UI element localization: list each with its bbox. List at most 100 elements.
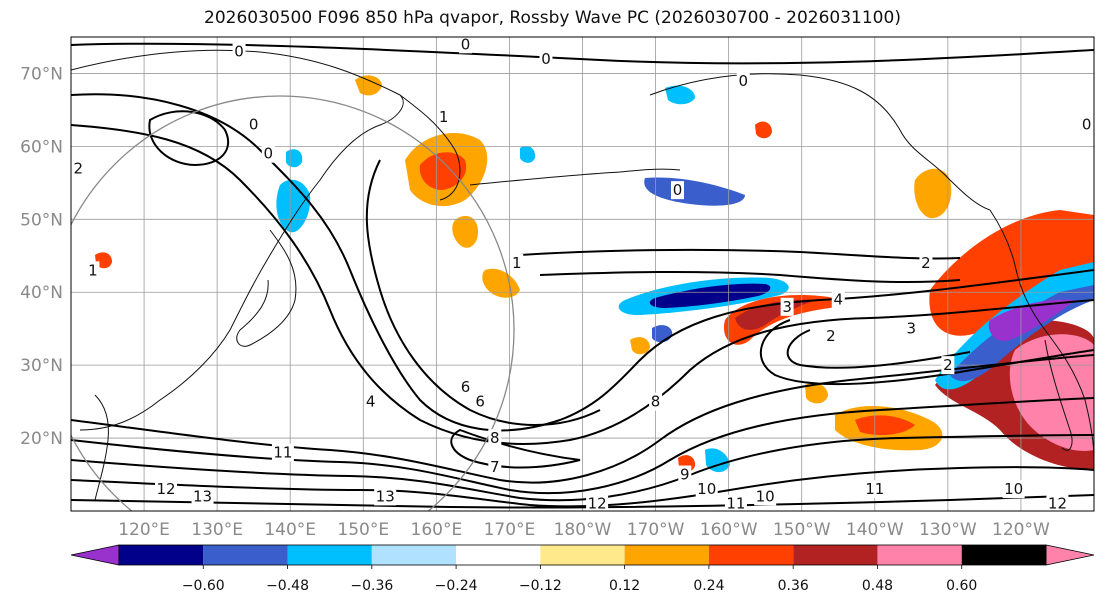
latitude-tick-label: 20°N xyxy=(20,429,63,449)
shading-negative-sm3 xyxy=(665,85,695,105)
longitude-tick-label: 170°E xyxy=(484,520,536,540)
colorbar-segment xyxy=(961,545,1046,565)
contour-label-bg xyxy=(754,487,777,506)
contour-label-bg xyxy=(539,49,553,68)
shading-negative-sm7 xyxy=(520,146,536,163)
contour-label-bg xyxy=(459,37,473,54)
colorbar-tick-label: −0.24 xyxy=(435,578,478,594)
contour-label-bg xyxy=(261,144,275,163)
contour-label: 12 xyxy=(1048,495,1067,513)
colorbar-segment xyxy=(203,545,288,565)
contour-label-bg xyxy=(831,290,845,309)
shading-positive-subtrop2 xyxy=(855,415,915,436)
longitude-tick-label: 120°W xyxy=(992,520,1050,540)
contour-label: 11 xyxy=(726,495,745,513)
colorbar-segment xyxy=(708,545,794,565)
shading-negative-sm1 xyxy=(644,177,745,206)
contour-label: 1 xyxy=(439,108,449,126)
longitude-tick-label: 170°W xyxy=(627,520,685,540)
contour-line xyxy=(519,248,961,260)
contour-label-bg xyxy=(670,181,684,200)
colorbar-segment xyxy=(877,545,962,565)
latitude-labels: 20°N 30°N 40°N 50°N 60°N 70°N xyxy=(20,64,63,449)
coastline-namerica xyxy=(989,209,1094,461)
colorbar-segment xyxy=(371,545,457,565)
contour-label-bg xyxy=(232,42,246,61)
shading-positive-sm3 xyxy=(355,75,382,96)
contour-label: 8 xyxy=(490,429,500,447)
contour-label: 0 xyxy=(249,116,259,134)
shaded-anomaly-fields xyxy=(95,75,1094,473)
contour-label-bg xyxy=(247,115,261,134)
contour-line xyxy=(759,319,1094,386)
latitude-tick-label: 50°N xyxy=(20,210,63,230)
contour-label: 4 xyxy=(366,393,376,411)
contour-label-bg xyxy=(364,392,378,411)
coastline-baja xyxy=(1044,339,1073,451)
contour-label: 0 xyxy=(541,50,551,68)
contour-label: 6 xyxy=(475,393,485,411)
coastline-philippines xyxy=(94,394,109,501)
colorbar-segment xyxy=(287,545,372,565)
colorbar-tick-label: −0.48 xyxy=(266,578,309,594)
map-title: 2026030500 F096 850 hPa qvapor, Rossby W… xyxy=(204,8,901,28)
colorbar-tick-label: −0.60 xyxy=(182,578,225,594)
colorbar-tick-label: 0.24 xyxy=(693,578,724,594)
contour-label: 3 xyxy=(907,320,917,338)
contour-label-bg xyxy=(191,487,214,506)
longitude-tick-label: 180°W xyxy=(554,520,612,540)
longitude-tick-label: 120°E xyxy=(118,520,170,540)
colorbar-tick-labels: −0.60 −0.48 −0.36 −0.24 −0.12 0.12 0.24 0.36 0.4… xyxy=(182,565,977,594)
contour-label: 9 xyxy=(680,466,690,484)
latitude-tick-label: 60°N xyxy=(20,137,63,157)
contour-label-bg xyxy=(586,494,609,511)
map-frame xyxy=(70,36,1095,512)
colorbar-tick-label: 0.36 xyxy=(778,578,809,594)
longitude-labels: 120°E 130°E 140°E 150°E 160°E 170°E 180°W 170°W… xyxy=(118,520,1050,540)
colorbar xyxy=(70,544,1095,566)
contour-label: 10 xyxy=(1004,480,1023,498)
colorbar-segment xyxy=(624,545,709,565)
shading-positive-sm7 xyxy=(805,383,828,404)
shading-negative-ca-purple xyxy=(988,299,1075,341)
map-gridlines xyxy=(71,37,1094,511)
latitude-tick-label: 70°N xyxy=(20,64,63,84)
contour-label: 2 xyxy=(943,356,953,374)
contour-line xyxy=(450,428,581,469)
contour-label: 3 xyxy=(782,298,792,316)
colorbar-segment xyxy=(540,545,625,565)
latitude-tick-label: 30°N xyxy=(20,356,63,376)
colorbar-segment xyxy=(793,545,878,565)
contour-label-bg xyxy=(678,465,692,484)
coastlines xyxy=(71,49,1094,501)
contour-line xyxy=(71,494,1094,509)
contour-label-bg xyxy=(649,392,663,411)
contour-label-bg xyxy=(941,356,955,375)
coastline-alaska xyxy=(649,73,991,211)
latitude-tick-label: 40°N xyxy=(20,283,63,303)
contour-label: 0 xyxy=(264,145,274,163)
shading-positive-nw xyxy=(914,168,952,219)
contour-label-bg xyxy=(374,487,397,506)
colorbar-tick-label: −0.12 xyxy=(519,578,562,594)
contour-line xyxy=(148,110,230,167)
longitude-tick-label: 160°E xyxy=(411,520,463,540)
contour-label: 4 xyxy=(833,291,843,309)
contour-label-bg xyxy=(695,480,718,499)
colorbar-extend-low xyxy=(70,544,120,566)
contour-label: 2 xyxy=(921,254,931,272)
contour-label-bg xyxy=(1080,115,1094,134)
colorbar-segment xyxy=(456,545,541,565)
contour-label-bg xyxy=(488,458,502,477)
contour-label-bg xyxy=(86,261,100,280)
contour-label: 10 xyxy=(756,487,775,505)
shading-negative-sm4 xyxy=(286,149,303,168)
contour-label: 0 xyxy=(1082,116,1092,134)
longitude-tick-label: 130°E xyxy=(191,520,243,540)
contour-line xyxy=(71,42,1094,65)
contour-label: 0 xyxy=(234,43,244,61)
contour-label: 13 xyxy=(376,487,395,505)
contour-label: 8 xyxy=(651,393,661,411)
contour-label: 12 xyxy=(156,480,175,498)
